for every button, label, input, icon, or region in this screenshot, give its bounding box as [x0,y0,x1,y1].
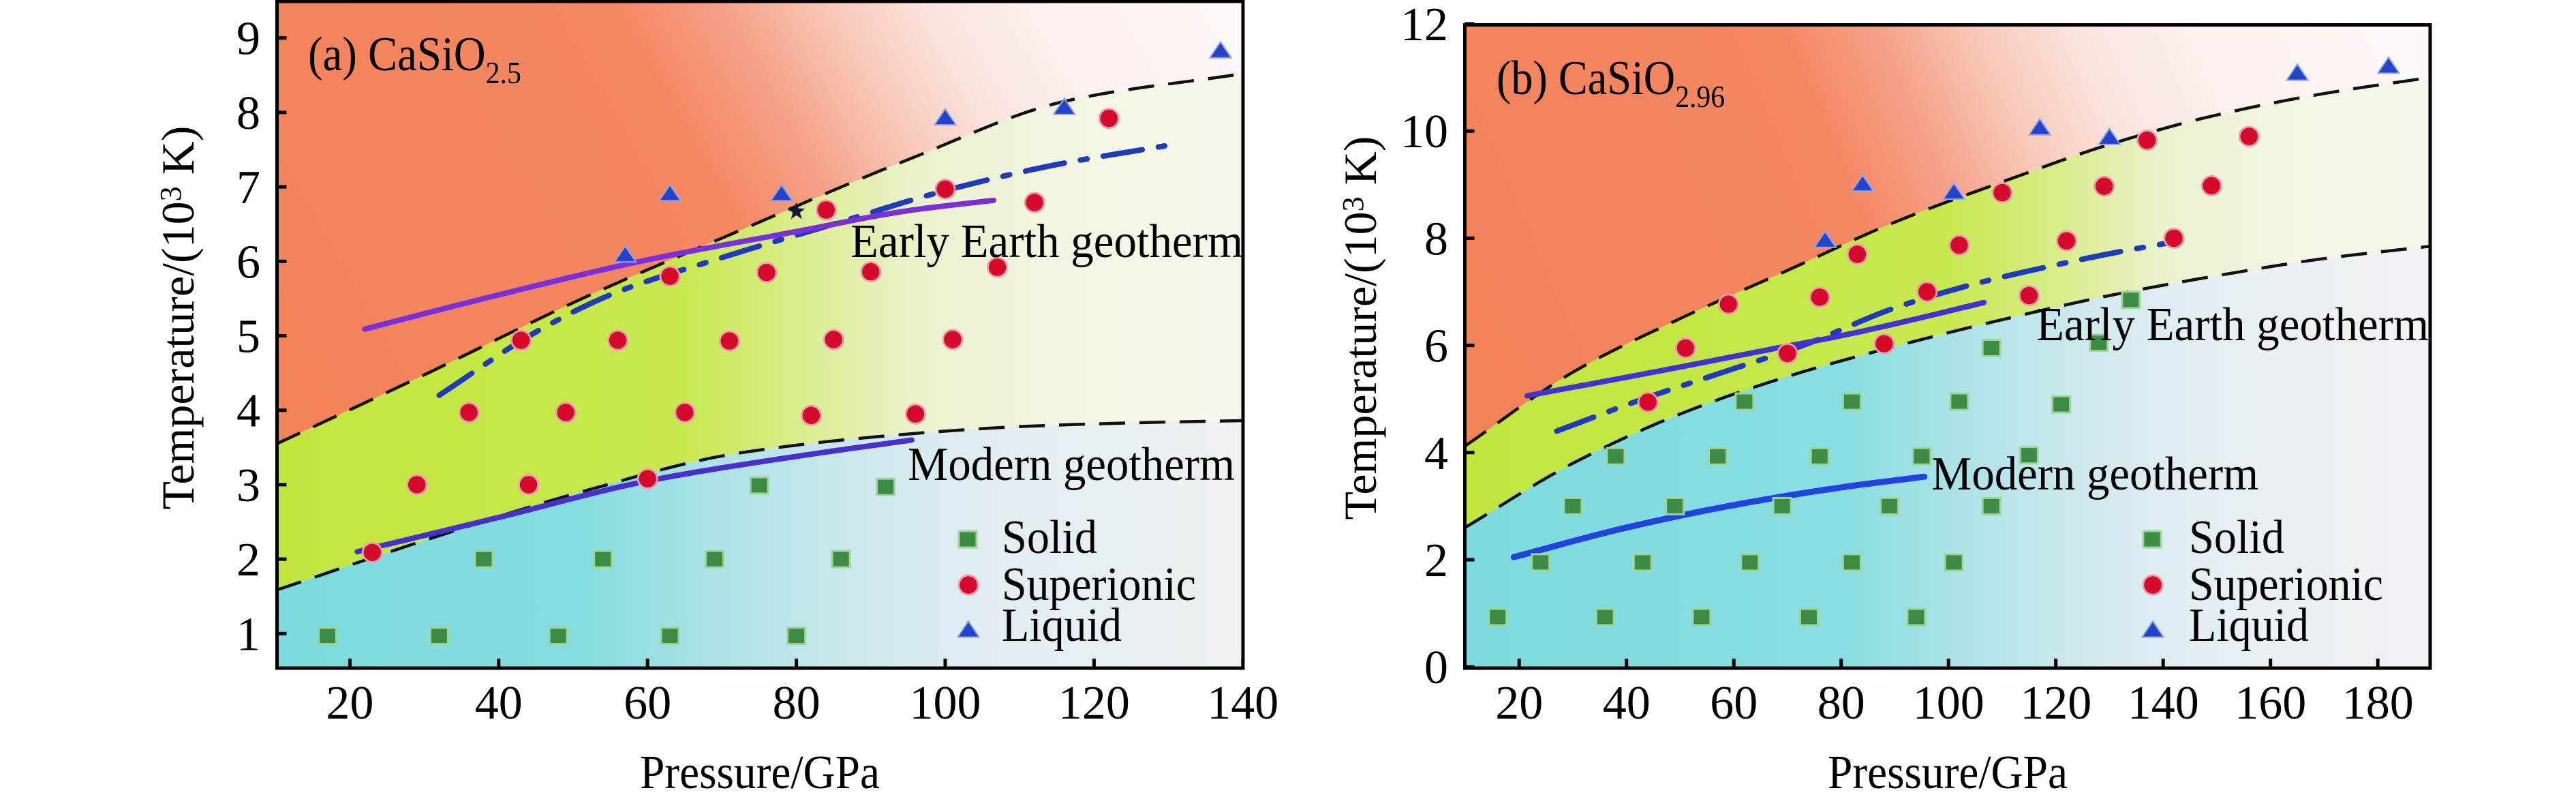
svg-text:Temperature/(103 K): Temperature/(103 K) [152,126,204,510]
svg-text:140: 140 [1207,677,1278,730]
svg-text:Pressure/GPa: Pressure/GPa [640,747,880,797]
svg-text:6: 6 [236,236,260,288]
svg-text:100: 100 [910,677,981,730]
svg-text:Temperature/(103 K): Temperature/(103 K) [1334,136,1386,520]
svg-text:20: 20 [1495,677,1543,730]
svg-text:180: 180 [2342,677,2414,730]
svg-text:7: 7 [236,162,260,214]
svg-text:Early Earth geotherm: Early Earth geotherm [850,215,1243,268]
svg-text:2: 2 [1424,535,1448,587]
svg-text:4: 4 [1424,427,1448,480]
svg-text:160: 160 [2235,677,2306,730]
svg-text:Solid: Solid [1002,511,1097,564]
svg-text:Liquid: Liquid [2189,599,2309,652]
svg-text:Early Earth geotherm: Early Earth geotherm [2036,299,2429,351]
svg-text:2: 2 [236,534,260,586]
svg-text:20: 20 [326,677,373,730]
svg-text:12: 12 [1400,0,1448,51]
svg-text:Superionic: Superionic [2189,558,2383,611]
svg-text:60: 60 [624,677,671,730]
svg-text:Superionic: Superionic [1002,558,1196,611]
svg-text:100: 100 [1913,677,1984,730]
svg-text:Modern geotherm: Modern geotherm [908,438,1235,491]
svg-text:120: 120 [1058,677,1130,730]
svg-text:4: 4 [236,385,260,438]
svg-text:120: 120 [2020,677,2091,730]
svg-text:1: 1 [236,608,260,661]
svg-text:10: 10 [1400,106,1448,158]
svg-text:Modern geotherm: Modern geotherm [1931,448,2258,500]
svg-text:6: 6 [1424,320,1448,373]
svg-text:9: 9 [236,13,260,65]
svg-text:5: 5 [236,311,260,363]
svg-text:80: 80 [1818,677,1865,730]
svg-text:40: 40 [475,677,523,730]
svg-text:Pressure/GPa: Pressure/GPa [1828,747,2068,797]
svg-text:40: 40 [1603,677,1651,730]
svg-text:8: 8 [236,87,260,140]
svg-text:80: 80 [773,677,821,730]
svg-text:140: 140 [2128,677,2199,730]
svg-text:60: 60 [1710,677,1758,730]
svg-text:Liquid: Liquid [1002,599,1122,652]
svg-text:0: 0 [1424,642,1448,694]
svg-text:8: 8 [1424,213,1448,265]
svg-text:3: 3 [236,460,260,512]
svg-text:Solid: Solid [2189,511,2284,564]
